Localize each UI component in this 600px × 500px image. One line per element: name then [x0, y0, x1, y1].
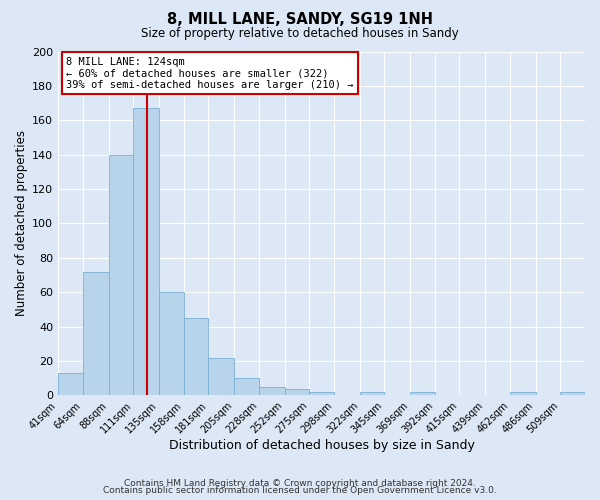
- Bar: [208, 358, 234, 396]
- Bar: [410, 392, 435, 396]
- Bar: [560, 392, 585, 396]
- Bar: [510, 392, 536, 396]
- Bar: [184, 318, 208, 396]
- Bar: [133, 108, 159, 396]
- Bar: [109, 154, 133, 396]
- Text: Size of property relative to detached houses in Sandy: Size of property relative to detached ho…: [141, 28, 459, 40]
- Bar: [58, 373, 83, 396]
- Bar: [359, 392, 385, 396]
- X-axis label: Distribution of detached houses by size in Sandy: Distribution of detached houses by size …: [169, 440, 475, 452]
- Text: Contains HM Land Registry data © Crown copyright and database right 2024.: Contains HM Land Registry data © Crown c…: [124, 478, 476, 488]
- Text: Contains public sector information licensed under the Open Government Licence v3: Contains public sector information licen…: [103, 486, 497, 495]
- Bar: [234, 378, 259, 396]
- Y-axis label: Number of detached properties: Number of detached properties: [15, 130, 28, 316]
- Bar: [284, 388, 309, 396]
- Text: 8, MILL LANE, SANDY, SG19 1NH: 8, MILL LANE, SANDY, SG19 1NH: [167, 12, 433, 28]
- Bar: [83, 272, 109, 396]
- Bar: [309, 392, 334, 396]
- Text: 8 MILL LANE: 124sqm
← 60% of detached houses are smaller (322)
39% of semi-detac: 8 MILL LANE: 124sqm ← 60% of detached ho…: [66, 56, 353, 90]
- Bar: [159, 292, 184, 396]
- Bar: [259, 387, 284, 396]
